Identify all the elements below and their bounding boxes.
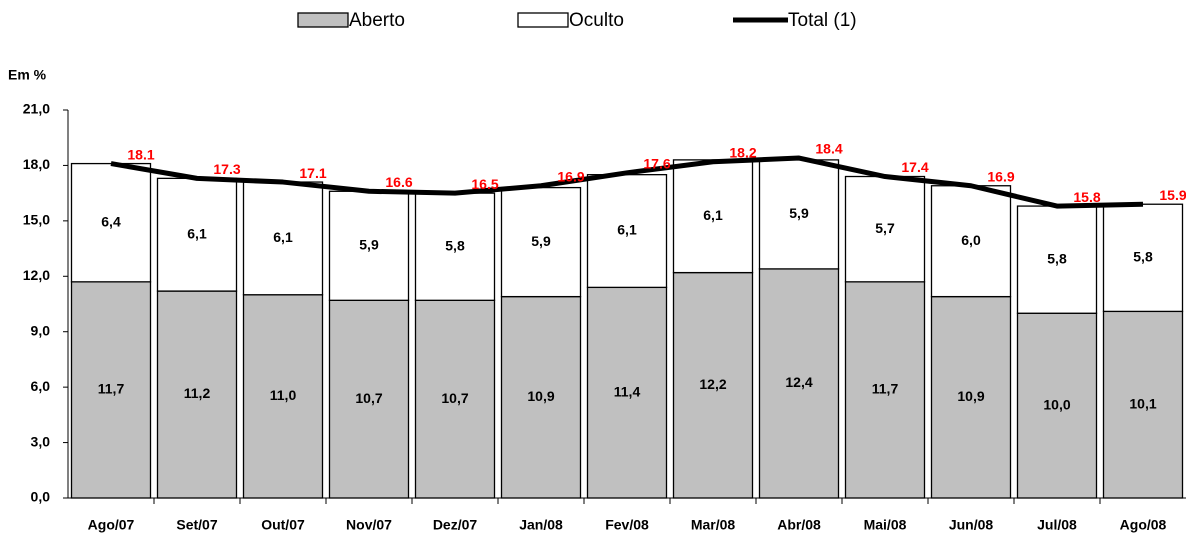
data-label: 6,1 [703, 207, 723, 223]
data-label: 5,7 [875, 220, 895, 236]
legend-label: Total (1) [788, 10, 857, 31]
data-label: 6,1 [273, 229, 293, 245]
bar-segment [414, 192, 496, 301]
bar-segment [930, 185, 1012, 298]
bar-segment [844, 175, 926, 283]
line-data-label: 17.3 [213, 161, 240, 177]
bar-segment [70, 162, 152, 283]
bar-segment [1102, 203, 1184, 313]
data-label: 11,7 [98, 381, 125, 397]
bar-segment [156, 290, 238, 499]
line-data-label: 18.4 [815, 141, 842, 157]
line-data-label: 17.1 [299, 165, 326, 181]
data-label: 10,7 [355, 390, 382, 406]
x-tick-label: Abr/08 [777, 517, 821, 533]
data-label: 12,2 [699, 376, 726, 392]
data-label: 12,4 [785, 374, 812, 390]
bar-segment [672, 159, 754, 274]
bar-segment [586, 174, 668, 289]
bar-segment [242, 181, 324, 296]
bar-segment [328, 299, 410, 499]
legend-label: Aberto [349, 10, 405, 31]
data-label: 10,7 [441, 390, 468, 406]
y-tick-label: 0,0 [31, 489, 51, 505]
bar-segment [1102, 310, 1184, 499]
data-label: 5,8 [445, 237, 465, 253]
y-tick-label: 21,0 [23, 101, 50, 117]
y-tick-label: 15,0 [23, 212, 50, 228]
line-data-label: 15.8 [1073, 189, 1100, 205]
bar-segment [70, 281, 152, 499]
bar-segment [414, 299, 496, 499]
bar-segment [672, 271, 754, 499]
y-tick-label: 9,0 [31, 322, 51, 338]
y-tick-label: 3,0 [31, 433, 51, 449]
x-tick-label: Ago/08 [1120, 517, 1167, 533]
data-label: 6,4 [101, 213, 121, 229]
line-data-label: 15.9 [1159, 187, 1186, 203]
bar-segment [930, 295, 1012, 499]
line-data-label: 16.5 [471, 176, 498, 192]
x-tick-label: Dez/07 [433, 517, 478, 533]
data-label: 11,4 [614, 383, 641, 399]
x-tick-label: Mar/08 [691, 517, 736, 533]
y-axis-label: Em % [8, 67, 47, 83]
data-label: 10,0 [1043, 396, 1070, 412]
data-label: 6,0 [961, 232, 981, 248]
bar-segment [500, 186, 582, 298]
line-data-label: 16.9 [987, 168, 1014, 184]
x-tick-label: Jun/08 [949, 517, 994, 533]
bar-segment [758, 159, 840, 270]
line-data-label: 16.6 [385, 174, 412, 190]
legend-swatch [297, 12, 349, 28]
line-data-label: 18.1 [127, 146, 154, 162]
data-label: 10,9 [957, 388, 984, 404]
line-data-label: 17.4 [901, 159, 928, 175]
data-label: 11,2 [184, 385, 211, 401]
bar-segment [500, 295, 582, 499]
data-label: 6,1 [187, 225, 207, 241]
total-line [110, 155, 1144, 209]
line-data-label: 17.6 [643, 156, 670, 172]
data-label: 5,8 [1133, 249, 1153, 265]
x-tick-label: Jul/08 [1037, 517, 1077, 533]
data-label: 10,1 [1129, 395, 1156, 411]
data-label: 5,9 [789, 205, 809, 221]
data-label: 10,9 [527, 388, 554, 404]
bar-segment [1016, 205, 1098, 314]
bar-segment [242, 294, 324, 499]
x-tick-label: Ago/07 [88, 517, 135, 533]
bar-segment [1016, 312, 1098, 499]
y-tick-label: 18,0 [23, 156, 50, 172]
bar-segment [586, 286, 668, 499]
data-label: 6,1 [617, 222, 637, 238]
x-tick-label: Fev/08 [605, 517, 649, 533]
y-tick-label: 6,0 [31, 378, 51, 394]
data-label: 11,0 [270, 387, 297, 403]
data-label: 5,8 [1047, 250, 1067, 266]
data-label: 11,7 [872, 381, 899, 397]
x-tick-label: Nov/07 [346, 517, 392, 533]
bar-segment [844, 281, 926, 499]
x-tick-label: Mai/08 [864, 517, 907, 533]
y-tick-label: 12,0 [23, 267, 50, 283]
data-label: 5,9 [531, 233, 551, 249]
line-data-label: 16.9 [557, 168, 584, 184]
data-label: 5,9 [359, 237, 379, 253]
x-tick-label: Out/07 [261, 517, 305, 533]
legend-swatch [517, 12, 569, 28]
legend-label: Oculto [569, 10, 624, 31]
line-data-label: 18.2 [729, 144, 756, 160]
bar-segment [758, 268, 840, 499]
x-tick-label: Jan/08 [519, 517, 563, 533]
x-tick-label: Set/07 [176, 517, 217, 533]
